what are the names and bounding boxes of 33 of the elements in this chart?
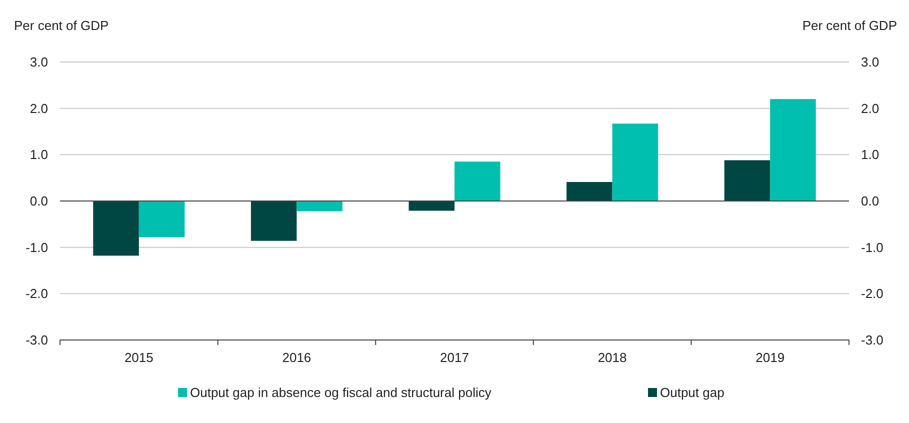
y2-tick-label: -1.0	[861, 240, 884, 255]
y-tick-label: 1.0	[30, 147, 48, 162]
bar	[612, 124, 658, 201]
bar	[770, 99, 816, 201]
y2-tick-label: 2.0	[861, 100, 880, 116]
y-tick-label: -3.0	[26, 332, 48, 348]
bar	[250, 201, 297, 241]
bar	[296, 201, 342, 212]
x-tick-label: 2019	[756, 350, 785, 365]
bar	[566, 182, 612, 201]
bar	[408, 201, 454, 211]
y-tick-label: -2.0	[26, 286, 48, 302]
bar	[454, 162, 500, 201]
y2-tick-label: 1.0	[861, 147, 880, 162]
y-tick-label: 2.0	[30, 100, 48, 116]
x-tick-label: 2016	[282, 350, 312, 365]
x-tick-label: 2015	[124, 350, 154, 365]
y2-tick-label: -2.0	[861, 286, 884, 302]
y-tick-label: 3.0	[30, 54, 48, 70]
x-tick-label: 2018	[598, 350, 627, 365]
legend-label: Output gap	[660, 385, 724, 400]
legend-label: Output gap in absence og fiscal and structural policy	[190, 385, 492, 400]
bar	[724, 160, 770, 201]
bar	[138, 201, 185, 238]
x-tick-label: 2017	[440, 350, 469, 365]
y2-axis-title: Per cent of GDP	[802, 18, 897, 33]
bar	[93, 201, 139, 256]
y2-tick-label: 0.0	[861, 194, 880, 208]
y-tick-label: -1.0	[26, 240, 48, 255]
y-tick-label: 0.0	[30, 194, 48, 208]
y2-tick-label: 3.0	[861, 54, 880, 70]
y2-tick-label: -3.0	[861, 332, 884, 348]
y-axis-title: Per cent of GDP	[14, 18, 109, 33]
